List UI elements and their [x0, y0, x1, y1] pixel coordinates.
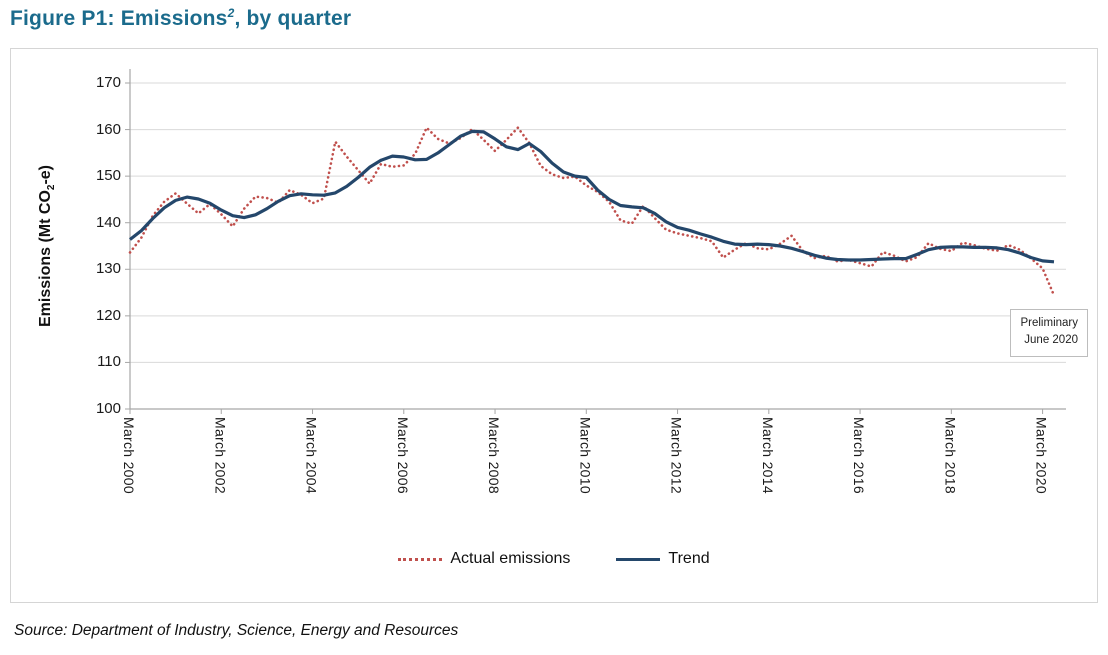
- emissions-chart: 170 160 150 140 130 120 110 100 Emissions (Mt C…: [10, 48, 1098, 603]
- y-axis-title-text: Emissions (Mt CO: [36, 190, 54, 328]
- y-tick-label-150: 150: [95, 167, 121, 185]
- y-tick-label-170: 170: [95, 74, 121, 91]
- x-tick-label: March 2020: [1033, 417, 1050, 494]
- x-tick-label: March 2002: [212, 417, 229, 494]
- figure-title-suffix: , by quarter: [234, 7, 352, 30]
- x-tick-label: March 2004: [303, 417, 320, 494]
- actual-series-swatch: [398, 557, 443, 561]
- x-tick-label: March 2000: [121, 417, 137, 494]
- y-tick-label-120: 120: [95, 306, 121, 324]
- figure-title: Figure P1: Emissions2, by quarter: [10, 6, 351, 31]
- legend-entry-actual: Actual emissions: [398, 550, 570, 568]
- figure-title-footnote-marker: 2: [227, 6, 235, 20]
- x-tick-label: March 2018: [942, 417, 959, 494]
- y-axis-title-subscript: 2: [46, 184, 58, 191]
- x-tick-label: March 2006: [394, 417, 411, 494]
- figure-title-prefix: Figure P1: Emissions: [10, 7, 228, 30]
- x-tick-label: March 2014: [759, 417, 776, 494]
- y-axis-title-suffix: -e): [36, 164, 54, 185]
- annotation-line2: June 2020: [1024, 334, 1078, 347]
- trend-line: [129, 129, 1055, 264]
- preliminary-annotation: Preliminary June 2020: [1010, 309, 1088, 357]
- y-tick-label-160: 160: [95, 120, 121, 138]
- actual-emissions-line: [128, 126, 1056, 297]
- annotation-line1: Preliminary: [1020, 317, 1078, 329]
- y-tick-label-130: 130: [95, 260, 121, 278]
- x-tick-label: March 2008: [486, 417, 503, 494]
- legend-label-trend: Trend: [668, 550, 710, 567]
- legend-entry-trend: Trend: [616, 550, 710, 568]
- y-tick-label-110: 110: [97, 353, 121, 371]
- legend-label-actual: Actual emissions: [450, 550, 571, 567]
- source-note: Source: Department of Industry, Science,…: [14, 622, 459, 639]
- x-tick-label: March 2016: [851, 417, 868, 494]
- y-tick-label-140: 140: [95, 213, 121, 231]
- trend-series-swatch: [616, 557, 661, 561]
- x-tick-label: March 2012: [668, 417, 685, 494]
- y-tick-label-100: 100: [95, 400, 121, 417]
- x-tick-label: March 2010: [577, 417, 594, 494]
- chart-legend: Actual emissions Trend: [11, 550, 1097, 568]
- chart-plot-area: [125, 69, 1066, 414]
